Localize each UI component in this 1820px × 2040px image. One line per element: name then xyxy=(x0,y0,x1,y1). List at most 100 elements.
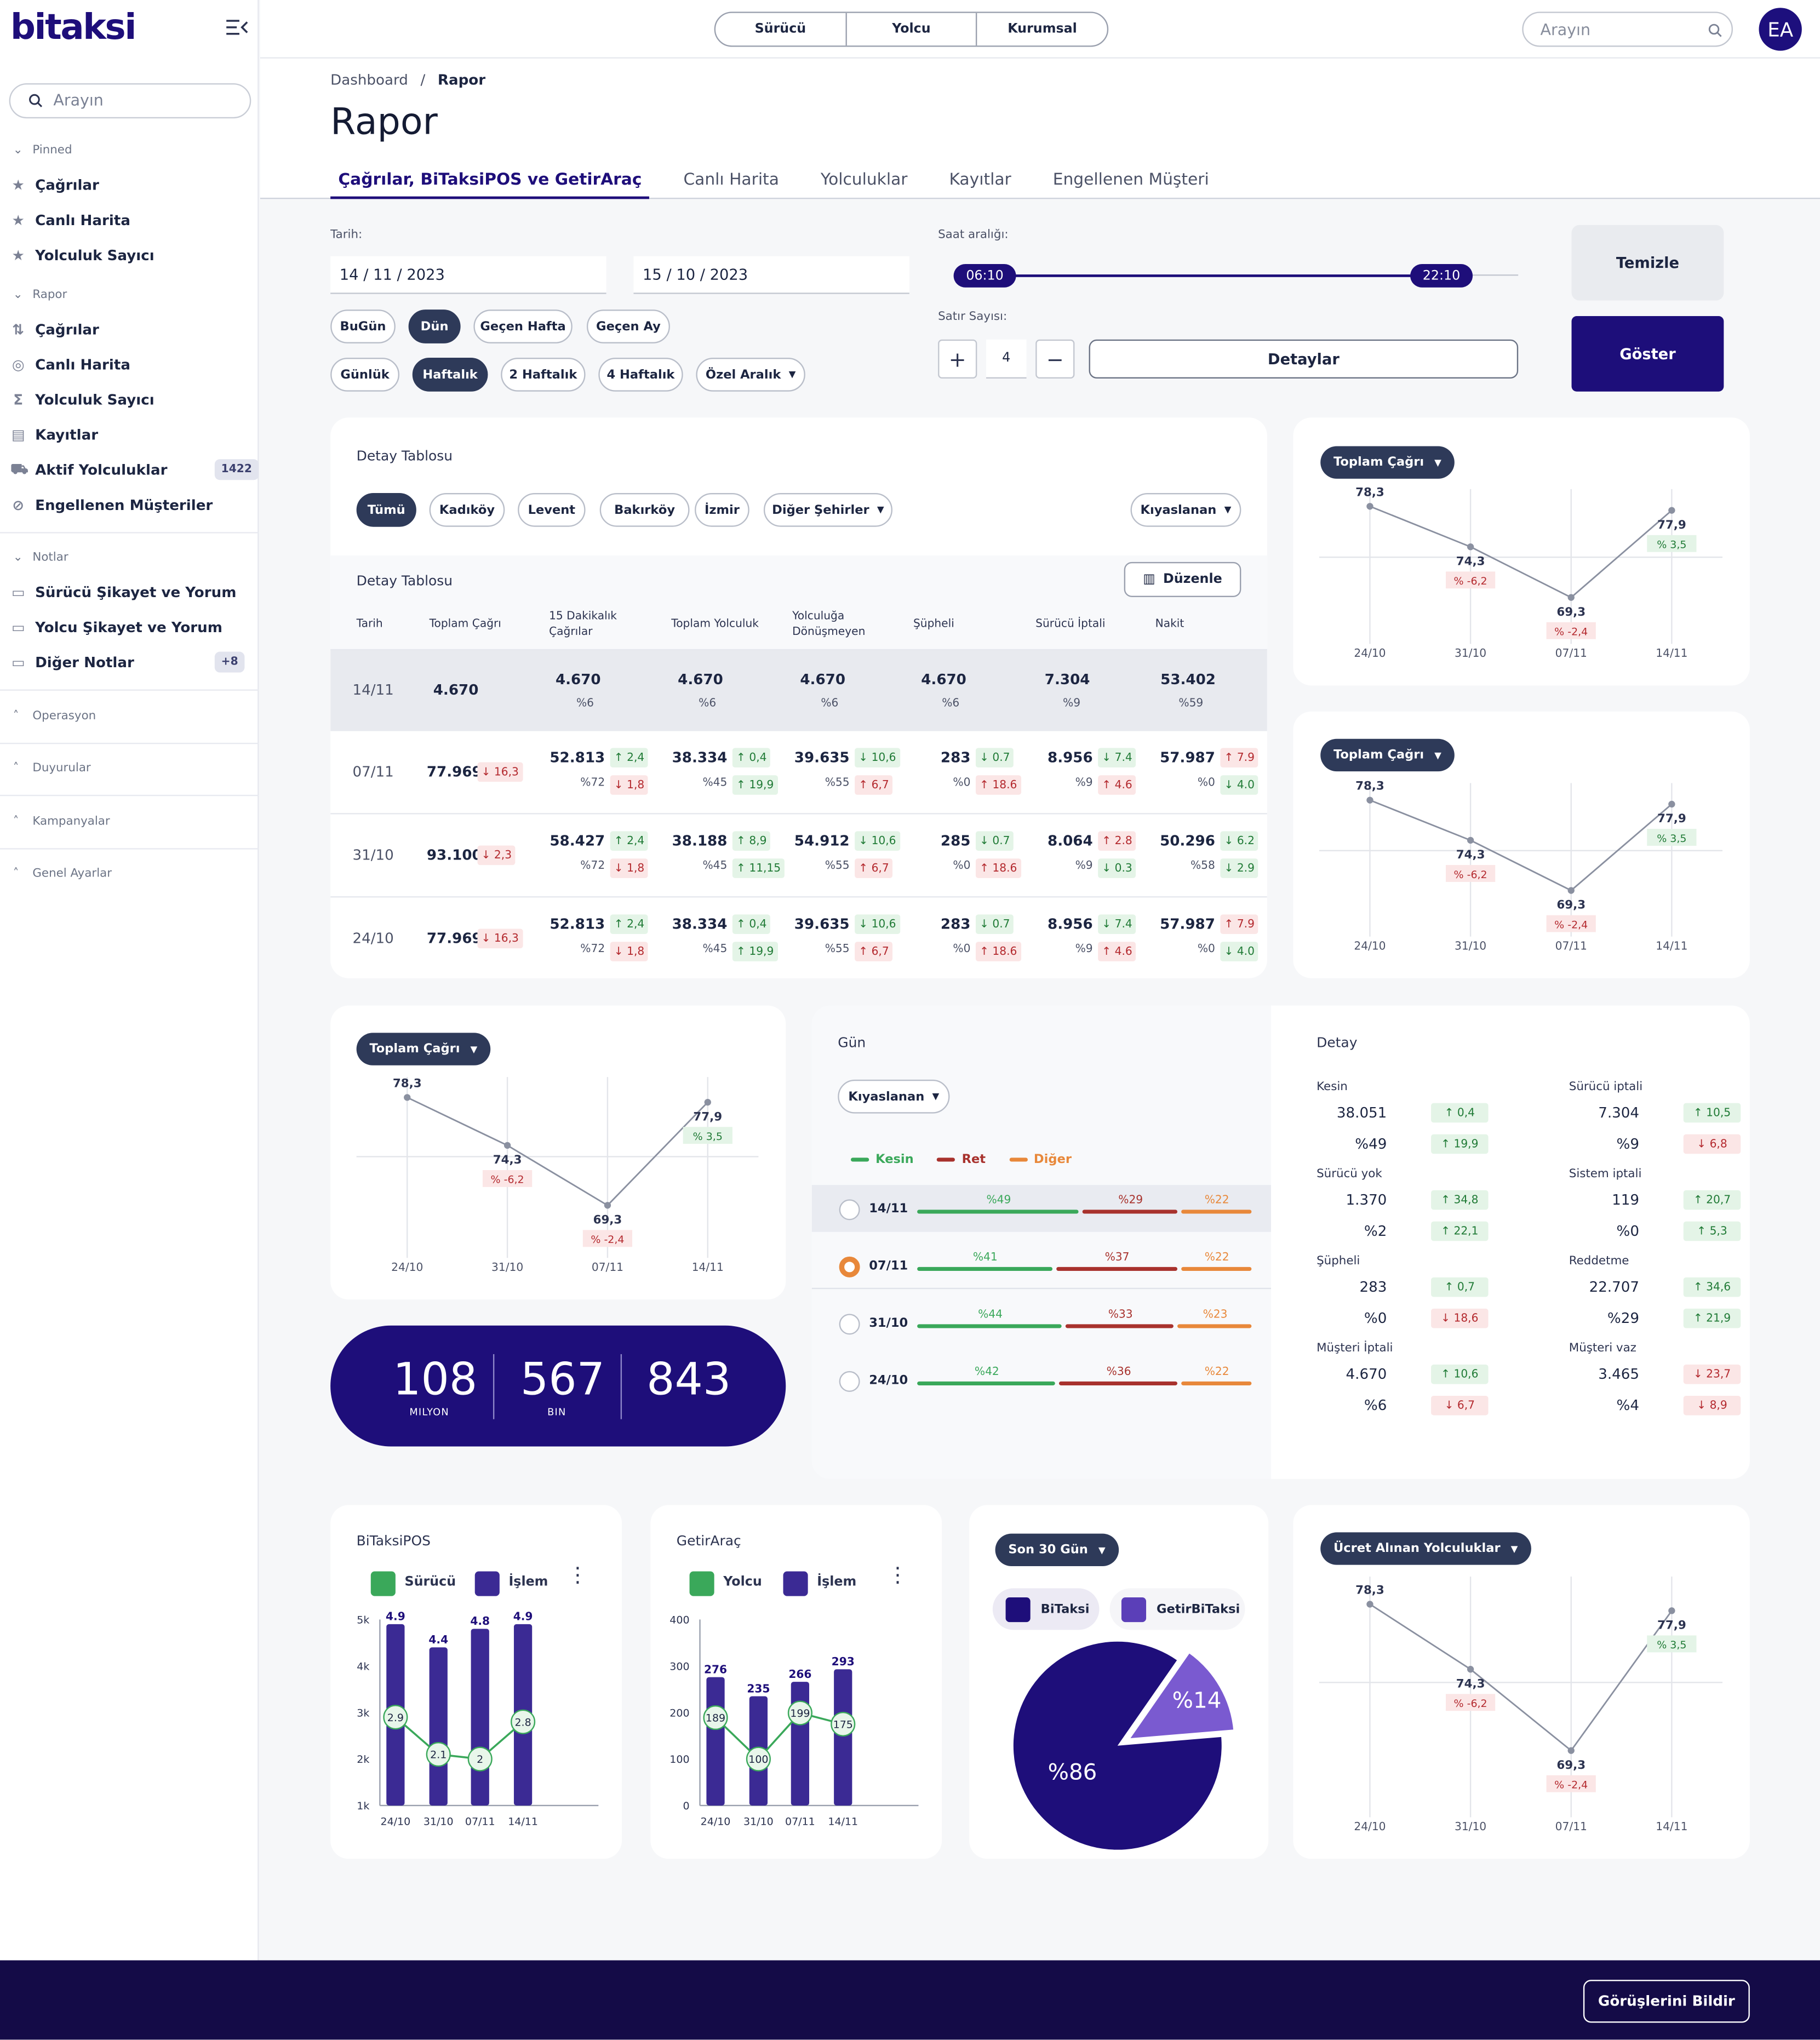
bar[interactable] xyxy=(471,1629,489,1806)
data-point[interactable] xyxy=(1366,796,1373,804)
line-point[interactable] xyxy=(831,1711,856,1737)
chip-2-haftalik[interactable]: 2 Haftalık xyxy=(501,358,586,392)
city-chip-izmir[interactable]: İzmir xyxy=(695,492,749,527)
section-operasyon[interactable]: ˄ Operasyon xyxy=(13,710,96,724)
data-point[interactable] xyxy=(1366,503,1373,510)
data-point[interactable] xyxy=(1467,543,1474,551)
date-from-input[interactable]: 14 / 11 / 2023 xyxy=(330,256,606,294)
data-point[interactable] xyxy=(1668,1607,1675,1614)
time-to-handle[interactable]: 22:10 xyxy=(1410,264,1473,288)
user-avatar[interactable]: EA xyxy=(1759,8,1802,51)
bar[interactable] xyxy=(834,1669,852,1806)
data-point[interactable] xyxy=(404,1094,411,1101)
chip-haftalik[interactable]: Haftalık xyxy=(412,358,488,392)
row-radio[interactable] xyxy=(839,1314,860,1335)
legend-bitaksi[interactable]: BiTaksi xyxy=(992,1588,1100,1630)
metric-dropdown[interactable]: Ücret Alınan Yolculuklar ▼ xyxy=(1320,1532,1531,1565)
gun-row[interactable]: 24/10 %42 %36 %22 xyxy=(812,1357,1271,1403)
gun-row[interactable]: 07/11 %41 %37 %22 xyxy=(811,1242,1271,1290)
sidebar-item-pinned-canli-harita[interactable]: ★ Canlı Harita xyxy=(10,207,130,233)
row-radio[interactable] xyxy=(839,1199,860,1220)
section-duyurular[interactable]: ˄ Duyurular xyxy=(13,763,91,776)
chip-gunluk[interactable]: Günlük xyxy=(330,358,400,392)
clear-button[interactable]: Temizle xyxy=(1571,225,1724,301)
section-kampanyalar[interactable]: ˄ Kampanyalar xyxy=(13,816,110,829)
line-point[interactable] xyxy=(746,1746,771,1772)
edit-columns-button[interactable]: ▥ Düzenle xyxy=(1124,561,1241,597)
table-row[interactable]: 24/10 77.969 ↓ 16,3 52.813 %72 ↑ 2,4 ↓ 1,8 38.3… xyxy=(330,896,1267,978)
show-button[interactable]: Göster xyxy=(1571,316,1724,392)
tab-engellenen-musteri[interactable]: Engellenen Müşteri xyxy=(1052,169,1209,189)
data-point[interactable] xyxy=(503,1142,511,1149)
table-row[interactable]: 31/10 93.100 ↓ 2,3 58.427 %72 ↑ 2,4 ↓ 1,8 38.18… xyxy=(330,813,1267,897)
section-pinned[interactable]: ⌄ Pinned xyxy=(13,145,72,158)
details-button[interactable]: Detaylar xyxy=(1089,339,1519,379)
table-row[interactable]: 07/11 77.969 ↓ 16,3 52.813 %72 ↑ 2,4 ↓ 1,8 38.3… xyxy=(330,730,1267,813)
pie-slice-getirbitaksi[interactable] xyxy=(1122,1648,1238,1743)
city-chip-tumu[interactable]: Tümü xyxy=(356,492,416,527)
sidebar-item-pinned-cagrilar[interactable]: ★ Çağrılar xyxy=(10,171,99,197)
city-chip-kadikoy[interactable]: Kadıköy xyxy=(429,492,505,527)
row-radio[interactable] xyxy=(839,1256,860,1277)
tab-kayitlar[interactable]: Kayıtlar xyxy=(949,169,1011,189)
bar[interactable] xyxy=(791,1682,810,1806)
data-point[interactable] xyxy=(1668,800,1675,808)
data-point[interactable] xyxy=(1467,836,1474,844)
feedback-button[interactable]: Görüşlerini Bildir xyxy=(1583,1980,1750,2023)
chip-dun[interactable]: Dün xyxy=(408,310,461,343)
metric-dropdown[interactable]: Toplam Çağrı ▼ xyxy=(1320,738,1455,772)
data-point[interactable] xyxy=(1567,1747,1575,1754)
line-point[interactable] xyxy=(383,1705,408,1730)
tab-canli-harita[interactable]: Canlı Harita xyxy=(683,169,779,189)
table-row[interactable]: 14/11 4.670 4.670 %6 4.670 %6 4.670 %6 4.67… xyxy=(330,649,1267,730)
top-search-input[interactable]: Arayın xyxy=(1522,12,1733,47)
chip-gecen-ay[interactable]: Geçen Ay xyxy=(586,310,670,343)
sidebar-item-yolcu-sikayet[interactable]: ▭ Yolcu Şikayet ve Yorum xyxy=(10,614,222,640)
sidebar-item-pinned-yolculuk-sayici[interactable]: ★ Yolculuk Sayıcı xyxy=(10,242,154,268)
section-notlar[interactable]: ⌄ Notlar xyxy=(13,552,68,565)
date-to-input[interactable]: 15 / 10 / 2023 xyxy=(633,256,909,294)
legend-getirbitaksi[interactable]: GetirBiTaksi xyxy=(1109,1588,1245,1630)
rows-input[interactable]: 4 xyxy=(986,339,1027,379)
line-point[interactable] xyxy=(467,1746,493,1772)
data-point[interactable] xyxy=(604,1202,611,1209)
chip-4-haftalik[interactable]: 4 Haftalık xyxy=(598,358,683,392)
sidebar-item-cagrilar[interactable]: ⇅ Çağrılar xyxy=(10,316,99,342)
line-point[interactable] xyxy=(511,1709,536,1734)
gun-row[interactable]: 31/10 %44 %33 %23 xyxy=(812,1299,1271,1346)
gun-row[interactable]: 14/11 %49 %29 %22 xyxy=(811,1185,1271,1232)
data-point[interactable] xyxy=(1668,507,1675,514)
data-point[interactable] xyxy=(704,1098,711,1106)
data-point[interactable] xyxy=(1567,594,1575,601)
pie-slice-bitaksi[interactable] xyxy=(1013,1641,1222,1850)
segment-surucu[interactable]: Sürücü xyxy=(716,13,847,46)
section-genel-ayarlar[interactable]: ˄ Genel Ayarlar xyxy=(13,868,112,881)
city-chip-diger[interactable]: Diğer Şehirler ▼ xyxy=(763,492,892,527)
period-dropdown[interactable]: Son 30 Gün ▼ xyxy=(995,1533,1119,1567)
section-rapor[interactable]: ⌄ Rapor xyxy=(13,289,67,302)
data-point[interactable] xyxy=(1366,1601,1373,1608)
sidebar-item-yolculuk-sayici[interactable]: Σ Yolculuk Sayıcı xyxy=(10,386,154,412)
segment-kurumsal[interactable]: Kurumsal xyxy=(1008,22,1077,37)
sidebar-item-kayitlar[interactable]: ▤ Kayıtlar xyxy=(10,421,98,447)
menu-collapse-icon[interactable] xyxy=(225,18,249,36)
time-from-handle[interactable]: 06:10 xyxy=(953,264,1016,288)
sidebar-item-diger-notlar[interactable]: ▭ Diğer Notlar xyxy=(10,649,134,675)
compare-dropdown[interactable]: Kıyaslanan ▼ xyxy=(1130,492,1241,527)
tab-yolculuklar[interactable]: Yolculuklar xyxy=(820,169,908,189)
metric-dropdown[interactable]: Toplam Çağrı ▼ xyxy=(1320,446,1455,479)
tab-cagrilar[interactable]: Çağrılar, BiTaksiPOS ve GetirAraç xyxy=(330,169,650,199)
chip-bugun[interactable]: BuGün xyxy=(330,310,396,343)
sidebar-item-aktif-yolculuklar[interactable]: ⛟ Aktif Yolculuklar xyxy=(10,456,168,482)
line-point[interactable] xyxy=(426,1742,451,1767)
sidebar-item-engellenen-musteriler[interactable]: ⊘ Engellenen Müşteriler xyxy=(10,492,213,518)
metric-dropdown[interactable]: Toplam Çağrı ▼ xyxy=(356,1033,491,1065)
rows-increment-button[interactable]: + xyxy=(938,339,977,379)
bar[interactable] xyxy=(429,1647,448,1806)
breadcrumb-dashboard[interactable]: Dashboard xyxy=(330,71,408,89)
line-point[interactable] xyxy=(703,1705,728,1730)
segment-yolcu[interactable]: Yolcu xyxy=(846,13,978,46)
data-point[interactable] xyxy=(1567,887,1575,894)
rows-decrement-button[interactable]: − xyxy=(1035,339,1075,379)
sidebar-search-input[interactable]: Arayın xyxy=(9,83,251,119)
